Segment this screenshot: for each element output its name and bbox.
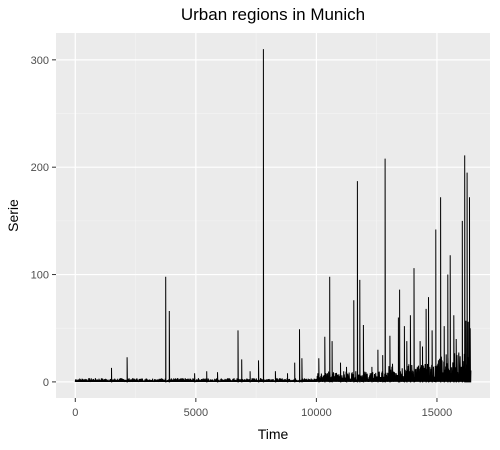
x-tick-label: 15000 — [422, 407, 453, 419]
chart-title: Urban regions in Munich — [181, 5, 365, 24]
x-tick-label: 0 — [72, 407, 78, 419]
series-line — [74, 49, 472, 383]
x-tick-label: 10000 — [301, 407, 332, 419]
y-tick-label: 200 — [31, 162, 49, 174]
y-tick-label: 300 — [31, 55, 49, 67]
y-tick-label: 100 — [31, 270, 49, 282]
x-axis-label: Time — [258, 426, 289, 442]
y-axis-label: Serie — [5, 199, 21, 232]
y-tick-label: 0 — [43, 377, 49, 389]
x-tick-label: 5000 — [184, 407, 208, 419]
plot-panel — [56, 33, 490, 398]
